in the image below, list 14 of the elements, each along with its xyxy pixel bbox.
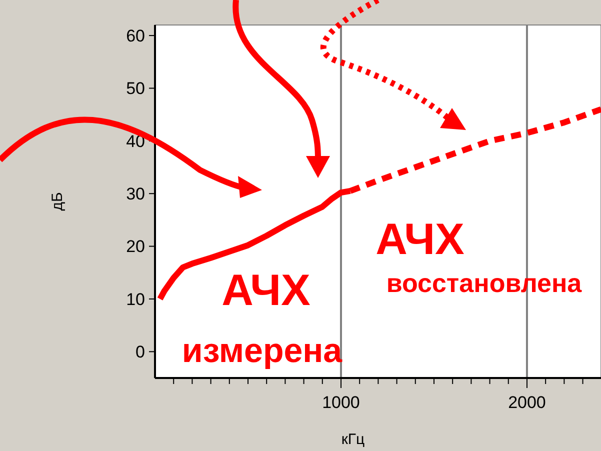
y-axis-title: дБ xyxy=(49,192,66,211)
x-axis-title: кГц xyxy=(341,431,366,448)
y-tick-label: 50 xyxy=(126,79,145,98)
y-tick-label: 0 xyxy=(136,342,145,362)
x-tick-label: 2000 xyxy=(508,393,546,412)
y-tick-label: 60 xyxy=(126,26,145,46)
annotation: измерена xyxy=(182,332,344,370)
annotation: восстановлена xyxy=(386,268,582,298)
annotation: АЧХ xyxy=(222,266,310,315)
y-tick-label: 10 xyxy=(126,290,145,309)
annotation: АЧХ xyxy=(376,215,464,264)
y-tick-label: 20 xyxy=(126,237,145,256)
y-tick-label: 30 xyxy=(126,184,145,204)
x-tick-label: 1000 xyxy=(322,393,360,412)
